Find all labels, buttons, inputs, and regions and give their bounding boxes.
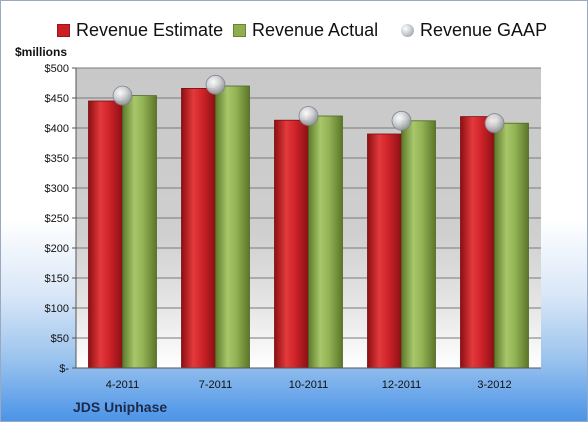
y-tick-label: $500 [45,63,69,75]
y-tick-label: $450 [45,93,69,105]
x-tick-label: 7-2011 [199,379,232,391]
x-tick-label: 12-2011 [382,379,422,391]
y-tick-label: $250 [45,213,69,225]
bar-revenue-actual [215,85,250,369]
x-tick-label: 10-2011 [289,379,329,391]
legend-label-revenue-actual: Revenue Actual [252,19,379,40]
y-tick-label: $100 [45,303,69,315]
bar-revenue-estimate [88,100,123,369]
y-tick-label: $400 [45,123,69,135]
legend-label-revenue-gaap: Revenue GAAP [420,19,548,40]
legend-item-revenue-estimate: Revenue Estimate [57,18,223,42]
bar-revenue-actual [308,115,343,369]
legend: Revenue Estimate Revenue Actual Revenue … [57,18,557,42]
bar-revenue-actual [122,95,157,369]
marker-revenue-gaap [205,74,226,95]
x-tick-label: 3-2012 [477,379,511,391]
legend-item-revenue-actual: Revenue Actual [233,18,378,42]
y-axis-unit-label: $millions [15,45,68,59]
bar-revenue-actual [401,120,436,369]
y-tick-label: $150 [45,273,69,285]
y-tick-label: $50 [51,333,69,345]
bar-revenue-actual [494,122,529,369]
legend-swatch-revenue-estimate [57,23,70,37]
y-tick-label: $- [59,363,69,375]
y-tick-label: $350 [45,153,69,165]
x-tick-label: 4-2011 [106,379,139,391]
legend-label-revenue-estimate: Revenue Estimate [76,19,224,40]
bar-revenue-estimate [274,119,309,369]
marker-revenue-gaap [298,106,319,126]
y-tick-label: $200 [45,243,69,255]
y-tick-label: $300 [45,183,69,195]
legend-item-revenue-gaap: Revenue GAAP [401,18,547,42]
marker-revenue-gaap [391,110,412,131]
company-name: JDS Uniphase [73,399,168,415]
marker-revenue-gaap [112,85,133,106]
marker-revenue-gaap [484,113,505,134]
bar-revenue-estimate [460,116,495,369]
bar-revenue-estimate [181,88,216,369]
legend-swatch-revenue-actual [233,23,246,37]
legend-marker-revenue-gaap [401,23,414,37]
bar-revenue-estimate [367,133,402,369]
